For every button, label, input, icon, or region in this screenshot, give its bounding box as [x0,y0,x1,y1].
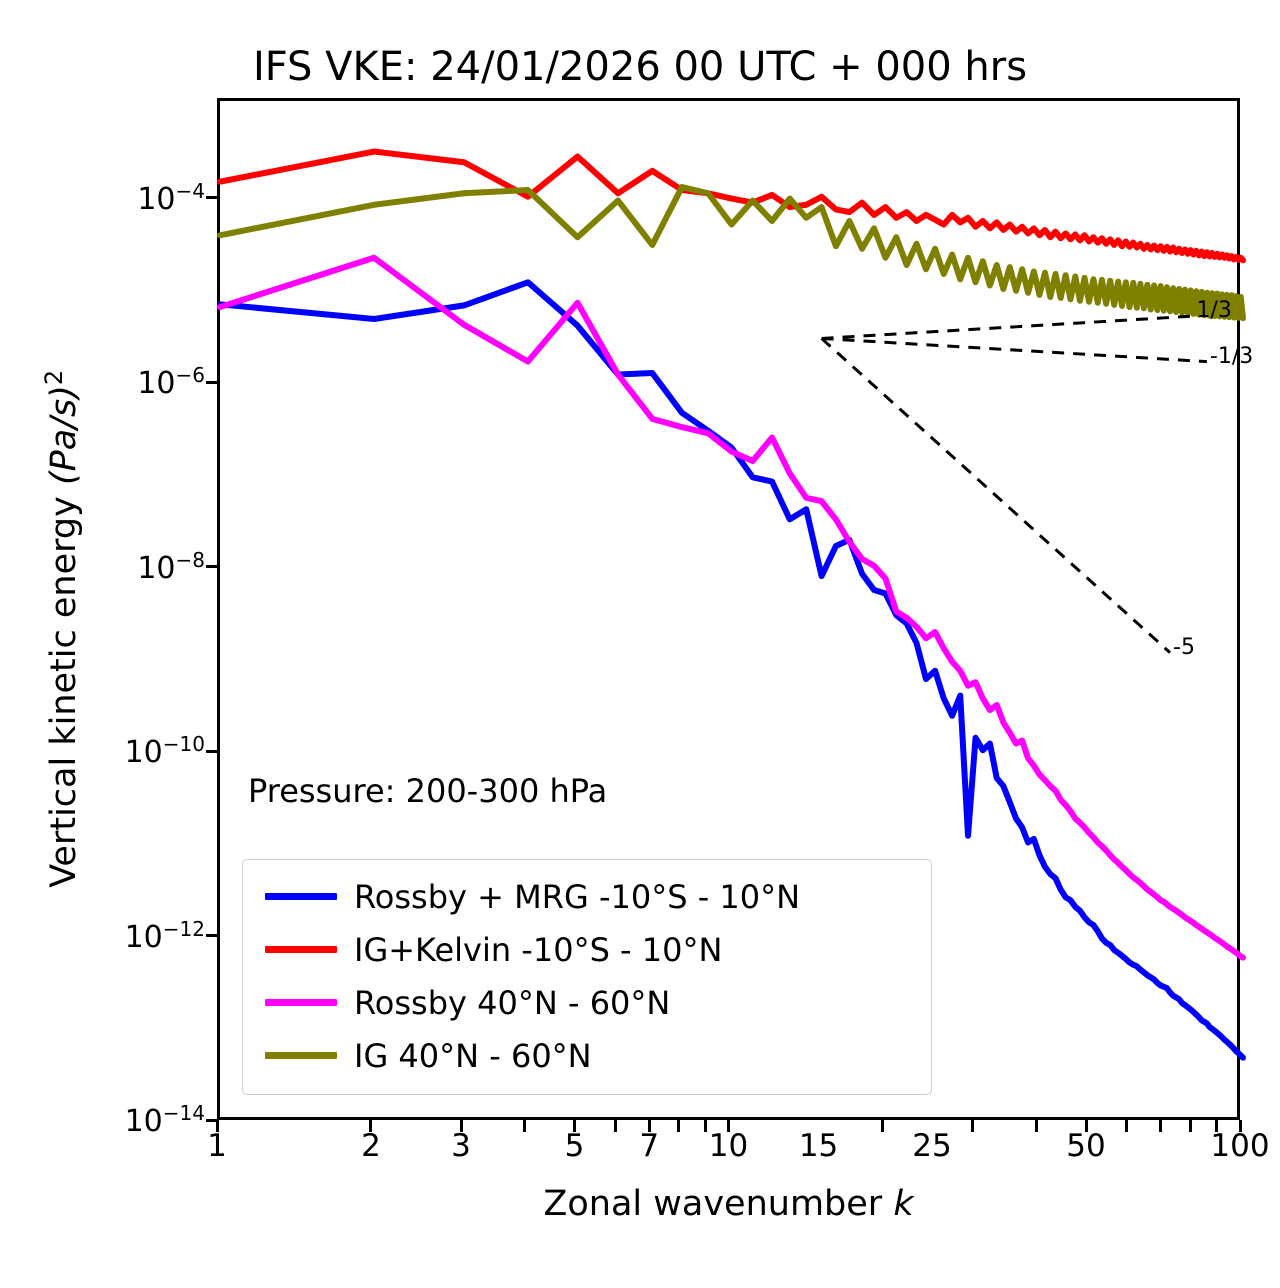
y-tick-label: 10−4 [137,178,205,217]
x-tick-mark [573,1120,577,1132]
x-tick-mark [677,1120,681,1132]
reference-line [821,314,1194,340]
x-tick-mark [613,1120,617,1132]
plot-area [217,98,1246,1120]
x-tick-mark [1125,1120,1129,1132]
x-tick-mark [727,1120,730,1132]
series-line [217,254,1246,961]
x-tick-label: 1 [207,1128,227,1164]
slope-label-negative-third: -1/3 [1209,343,1254,369]
x-tick-mark [647,1120,651,1132]
pressure-annotation: Pressure: 200-300 hPa [248,772,608,810]
x-tick-mark [1034,1120,1038,1132]
x-tick-mark [215,1120,219,1132]
x-tick-mark [1188,1120,1192,1132]
legend-item-label: Rossby + MRG -10°S - 10°N [354,877,801,916]
y-tick-label: 10−12 [124,916,205,955]
x-tick-mark [459,1120,463,1132]
x-axis-title-prefix: Zonal wavenumber [543,1184,894,1224]
x-tick-mark [703,1120,707,1132]
y-tick-mark [206,565,217,569]
legend-item[interactable]: Rossby 40°N - 60°N [257,976,917,1029]
x-tick-label: 2 [361,1128,381,1164]
legend-color-swatch [265,893,337,900]
x-tick-mark [1159,1120,1163,1132]
x-tick-mark [880,1120,884,1132]
y-tick-label: 10−6 [137,363,205,402]
x-tick-mark [369,1120,373,1132]
legend: Rossby + MRG -10°S - 10°N IG+Kelvin -10°S… [242,859,932,1095]
legend-item-label: IG+Kelvin -10°S - 10°N [354,930,723,969]
x-tick-label: 15 [798,1128,839,1164]
y-tick-mark [206,749,217,753]
x-tick-mark [1084,1120,1088,1132]
x-tick-label: 3 [451,1128,471,1164]
page-title: IFS VKE: 24/01/2026 00 UTC + 000 hrs [252,44,1028,90]
legend-color-swatch [265,1052,337,1059]
y-tick-mark [206,1118,217,1122]
plot-svg [217,148,1246,1061]
legend-item-label: IG 40°N - 60°N [354,1036,592,1075]
slope-label-positive-third: 1/3 [1196,298,1232,324]
y-axis-title-units: (Pa/s) [43,385,84,486]
x-tick-label: 10 [708,1128,749,1164]
reference-lines-group [820,314,1207,654]
reference-line [820,337,1172,654]
x-tick-label: 5 [564,1128,585,1164]
y-tick-mark [206,934,217,937]
x-tick-mark [971,1120,975,1132]
x-axis-title-symbol: k [893,1184,914,1224]
x-tick-label: 100 [1210,1128,1270,1164]
slope-label-minus-five: -5 [1173,634,1195,660]
series-line [217,184,1246,322]
y-tick-label: 10−8 [137,547,205,586]
legend-item-label: Rossby 40°N - 60°N [354,983,671,1022]
y-axis-title-prefix: Vertical kinetic energy [43,485,84,888]
y-tick-mark [206,196,217,200]
reference-line [821,336,1207,364]
series-line [217,148,1246,264]
x-tick-mark [523,1120,527,1132]
series-line [217,279,1246,1061]
y-axis-ticklabels: 10−4 10−6 10−8 10−10 10−12 10−14 [0,0,205,1288]
legend-item[interactable]: IG 40°N - 60°N [257,1029,917,1082]
legend-item[interactable]: IG+Kelvin -10°S - 10°N [257,923,917,976]
y-tick-mark [206,380,217,384]
x-tick-label: 50 [1066,1128,1106,1164]
y-axis-title-exponent: 2 [40,369,69,386]
x-tick-mark [1238,1120,1242,1132]
y-tick-label: 10−14 [124,1101,205,1139]
x-tick-label: 25 [912,1128,952,1164]
y-tick-label: 10−10 [124,732,205,771]
y-axis-title: Vertical kinetic energy (Pa/s)2 [40,249,84,1009]
legend-color-swatch [265,999,337,1006]
data-series-group [217,148,1246,1061]
x-axis-title: Zonal wavenumber k [217,1184,1240,1224]
x-tick-mark [1215,1120,1219,1132]
x-tick-label: 7 [639,1128,660,1164]
legend-color-swatch [265,946,337,953]
legend-item[interactable]: Rossby + MRG -10°S - 10°N [257,870,917,923]
